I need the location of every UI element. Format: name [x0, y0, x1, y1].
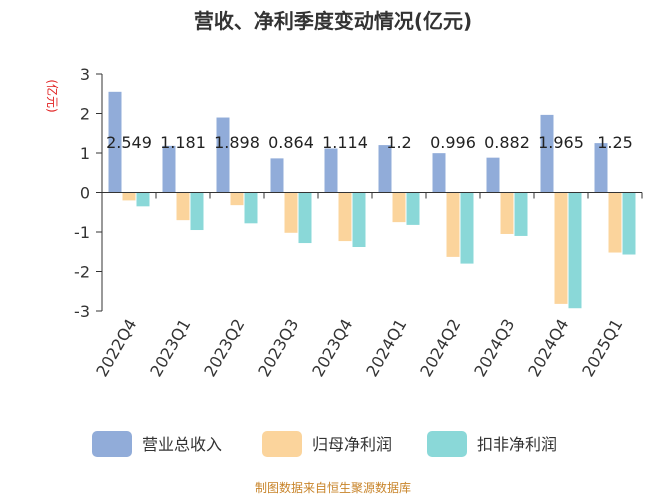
data-label: 1.898 — [214, 133, 260, 152]
bar-归母净利润-2024Q1 — [392, 192, 406, 223]
y-tick-label: 3 — [80, 65, 90, 84]
bar-营业总收入-2023Q1 — [162, 145, 176, 193]
bar-扣非净利润-2024Q2 — [460, 192, 474, 264]
data-label: 1.114 — [322, 133, 368, 152]
y-tick-label: 1 — [80, 144, 90, 163]
bar-扣非净利润-2023Q4 — [352, 192, 366, 248]
data-label: 0.864 — [268, 133, 314, 152]
x-tick-label: 2023Q4 — [308, 316, 356, 380]
bar-营业总收入-2024Q2 — [432, 153, 446, 193]
bar-归母净利润-2023Q3 — [284, 192, 298, 233]
bar-营业总收入-2023Q3 — [270, 158, 284, 193]
source-note: 制图数据来自恒生聚源数据库 — [255, 480, 411, 495]
data-label: 0.882 — [484, 133, 530, 152]
bar-归母净利润-2023Q1 — [176, 192, 190, 221]
legend-label: 营业总收入 — [142, 435, 222, 454]
bar-归母净利润-2024Q3 — [500, 192, 514, 234]
bar-营业总收入-2022Q4 — [108, 91, 122, 193]
bar-营业总收入-2023Q2 — [216, 117, 230, 193]
plot-area: 3 2 1 0 -1 -2 -3 2.549 1.181 1.898 0.864 1.114 1.2 0.… — [74, 65, 643, 380]
bar-营业总收入-2024Q1 — [378, 145, 392, 193]
bar-归母净利润-2022Q4 — [122, 192, 136, 201]
legend-swatch — [92, 431, 132, 457]
bar-归母净利润-2025Q1 — [608, 192, 622, 253]
legend[interactable]: 营业总收入 归母净利润 扣非净利润 — [92, 431, 557, 457]
bar-营业总收入-2025Q1 — [594, 143, 608, 193]
y-tick-label: -2 — [74, 263, 90, 282]
bar-归母净利润-2023Q2 — [230, 192, 244, 206]
bar-扣非净利润-2024Q3 — [514, 192, 528, 236]
legend-swatch — [427, 431, 467, 457]
x-tick-label: 2022Q4 — [92, 316, 140, 380]
x-tick-label: 2025Q1 — [578, 316, 626, 380]
data-label: 1.181 — [160, 133, 206, 152]
data-label: 0.996 — [430, 133, 476, 152]
data-label: 1.965 — [538, 133, 584, 152]
y-tick-label: 0 — [80, 184, 90, 203]
legend-swatch — [262, 431, 302, 457]
bar-营业总收入-2023Q4 — [324, 148, 338, 193]
bar-扣非净利润-2022Q4 — [136, 192, 150, 207]
bar-归母净利润-2023Q4 — [338, 192, 352, 242]
bar-归母净利润-2024Q2 — [446, 192, 460, 257]
bar-营业总收入-2024Q3 — [486, 157, 500, 193]
bar-扣非净利润-2024Q4 — [568, 192, 582, 309]
bar-扣非净利润-2023Q2 — [244, 192, 258, 224]
legend-label: 归母净利润 — [312, 435, 392, 454]
chart-title: 营收、净利季度变动情况(亿元) — [194, 9, 472, 33]
x-tick-label: 2024Q2 — [416, 316, 464, 380]
legend-label: 扣非净利润 — [477, 435, 557, 454]
legend-item[interactable]: 扣非净利润 — [427, 431, 557, 457]
x-tick-label: 2023Q2 — [200, 316, 248, 380]
x-tick-label: 2024Q1 — [362, 316, 410, 380]
bar-扣非净利润-2024Q1 — [406, 192, 420, 225]
y-tick-label: 2 — [80, 105, 90, 124]
x-tick-label: 2024Q4 — [524, 316, 572, 380]
x-tick-label: 2024Q3 — [470, 316, 518, 380]
y-tick-label: -1 — [74, 223, 90, 242]
x-tick-label: 2023Q1 — [146, 316, 194, 380]
bar-扣非净利润-2025Q1 — [622, 192, 636, 255]
data-label: 1.2 — [386, 133, 411, 152]
bar-扣非净利润-2023Q1 — [190, 192, 204, 231]
data-label: 2.549 — [106, 133, 152, 152]
x-tick-label: 2023Q3 — [254, 316, 302, 380]
legend-item[interactable]: 归母净利润 — [262, 431, 392, 457]
bar-归母净利润-2024Q4 — [554, 192, 568, 304]
y-axis-unit: (亿元) — [45, 79, 60, 112]
legend-item[interactable]: 营业总收入 — [92, 431, 222, 457]
bar-扣非净利润-2023Q3 — [298, 192, 312, 244]
data-label: 1.25 — [597, 133, 633, 152]
bar-营业总收入-2024Q4 — [540, 114, 554, 193]
y-tick-label: -3 — [74, 302, 90, 321]
